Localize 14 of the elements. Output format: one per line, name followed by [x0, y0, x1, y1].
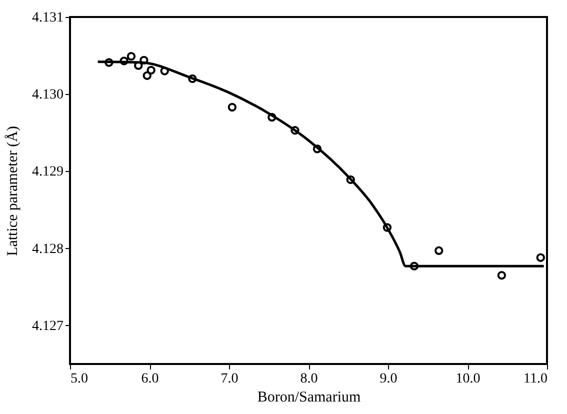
y-axis-title: Lattice parameter (Å) [4, 126, 21, 256]
x-tick-label: 6.0 [141, 372, 159, 386]
x-tick-label: 9.0 [380, 372, 398, 386]
x-axis-title: Boron/Samarium [257, 390, 361, 406]
x-tick-label: 7.0 [220, 372, 238, 386]
x-tick-label: 5.0 [70, 372, 88, 386]
x-tick-label: 8.0 [300, 372, 318, 386]
y-tick-label: 4.128 [32, 242, 64, 257]
y-tick-label: 4.131 [32, 10, 64, 26]
y-tick-label: 4.127 [32, 318, 64, 334]
y-tick-label: 4.130 [32, 88, 64, 103]
x-tick-label: 11.0 [524, 372, 548, 386]
x-tick-label: 10.0 [456, 372, 480, 386]
y-tick-label: 4.129 [32, 164, 64, 180]
